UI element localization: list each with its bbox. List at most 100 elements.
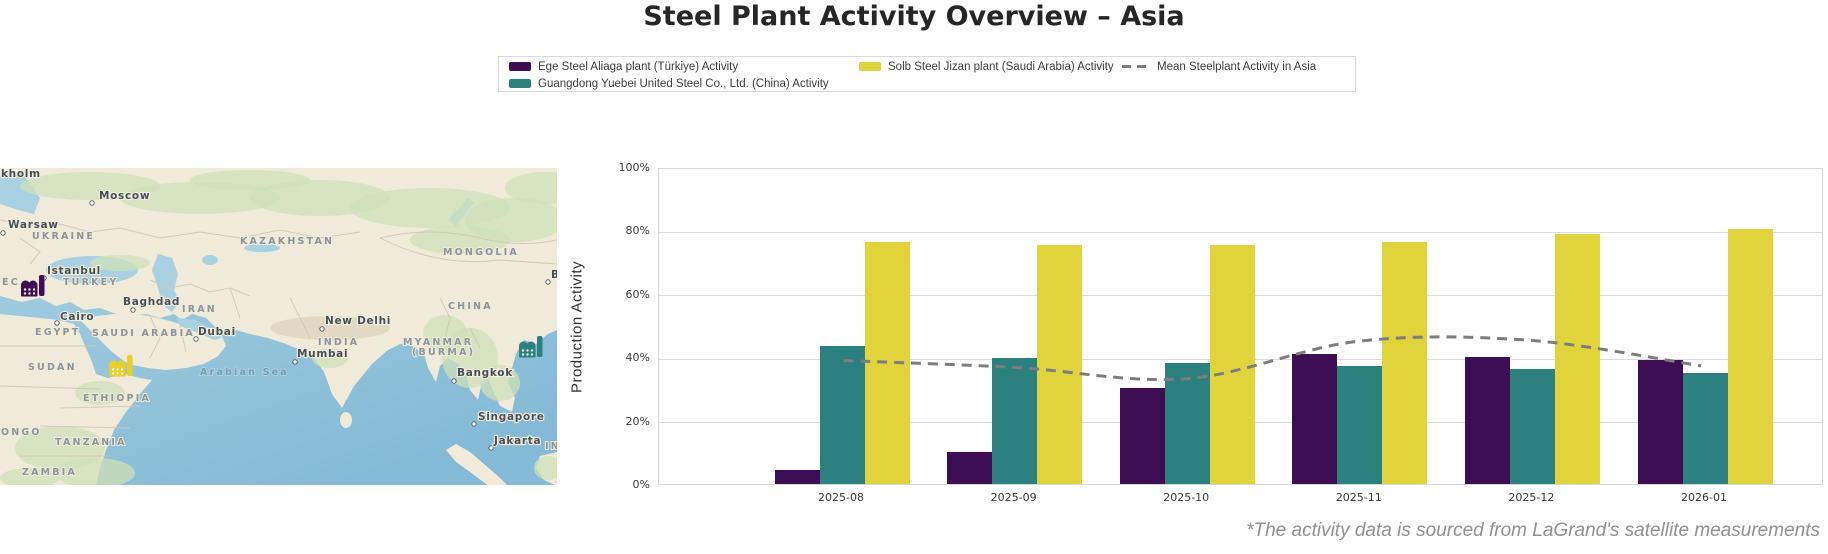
bar-solb-2025-12[interactable] — [1554, 233, 1600, 484]
map-label-new-delhi: New Delhi — [325, 315, 391, 327]
country-border — [379, 231, 557, 245]
x-tick-label: 2025-12 — [1508, 491, 1555, 504]
y-axis-title: Production Activity — [568, 260, 586, 394]
country-border — [149, 315, 161, 359]
map-label-saudi-arabia: SAUDI ARABIA — [92, 328, 195, 339]
country-border — [229, 287, 241, 319]
bar-guangdong-2025-09[interactable] — [992, 358, 1038, 484]
factory-window-icon — [23, 288, 27, 291]
plant-marker-solb-jizan[interactable] — [109, 355, 133, 377]
legend-color-swatch — [509, 62, 531, 71]
x-tick-label: 2025-10 — [1163, 491, 1210, 504]
bar-ege-2025-08[interactable] — [774, 469, 820, 484]
bar-solb-2026-01[interactable] — [1727, 228, 1773, 484]
map-label-istanbul: Istanbul — [47, 265, 101, 277]
source-footnote: *The activity data is sourced from LaGra… — [1246, 520, 1820, 541]
factory-window-icon — [530, 353, 534, 356]
city-dot — [54, 320, 60, 326]
bar-ege-2026-01[interactable] — [1637, 359, 1683, 484]
country-border — [59, 405, 141, 409]
country-border — [119, 227, 361, 239]
factory-window-icon — [530, 349, 534, 352]
plant-marker-ege-aliaga[interactable] — [21, 275, 45, 297]
himalaya-ridge — [270, 316, 390, 340]
legend-item-solb[interactable]: Solb Steel Jizan plant (Saudi Arabia) Ac… — [859, 61, 1122, 73]
map-label-baghdad: Baghdad — [123, 296, 180, 308]
vegetation-patch — [480, 365, 520, 401]
city-dot — [545, 279, 551, 285]
plot-area[interactable] — [658, 168, 1823, 485]
bar-guangdong-2025-12[interactable] — [1509, 368, 1555, 484]
caspian-sea — [152, 254, 180, 312]
map-canvas[interactable]: UKRAINE KAZAKHSTAN MONGOLIA TURKEY IRAN CHINA… — [0, 168, 557, 485]
map-label-singapore: Singapore — [478, 411, 545, 423]
map-label-ec: EC — [2, 277, 20, 288]
aral-sea — [202, 255, 218, 265]
country-border — [0, 385, 101, 390]
factory-window-icon — [120, 368, 124, 371]
vegetation-patch — [505, 172, 557, 204]
factory-window-icon — [521, 349, 525, 352]
legend-dash-marker — [1122, 65, 1150, 68]
bar-solb-2025-10[interactable] — [1209, 245, 1255, 484]
bar-solb-2025-09[interactable] — [1037, 245, 1083, 484]
bar-ege-2025-10[interactable] — [1119, 387, 1165, 484]
factory-window-icon — [526, 349, 529, 352]
factory-window-icon — [28, 292, 31, 295]
factory-window-icon — [111, 372, 115, 375]
map-label-tanzania: TANZANIA — [55, 437, 127, 448]
bar-group-2026-01 — [1637, 169, 1773, 484]
mean-activity-line[interactable] — [843, 335, 1702, 382]
y-tick-label: 0% — [632, 478, 650, 491]
bar-group-2025-12 — [1464, 169, 1600, 484]
bar-guangdong-2026-01[interactable] — [1682, 372, 1728, 484]
bar-group-2025-10 — [1119, 169, 1255, 484]
plant-marker-guangdong-yuebei[interactable] — [519, 336, 543, 358]
legend-item-mean[interactable]: Mean Steelplant Activity in Asia — [1122, 61, 1345, 73]
legend-color-swatch — [859, 62, 881, 71]
vegetation-patch — [423, 315, 467, 351]
map-label-turkey: TURKEY — [63, 277, 118, 288]
map-label-mumbai: Mumbai — [297, 348, 348, 360]
map-label-ongo: ONGO — [1, 427, 42, 438]
legend-item-label: Solb Steel Jizan plant (Saudi Arabia) Ac… — [888, 60, 1114, 73]
x-tick-label: 2026-01 — [1681, 491, 1727, 504]
factory-chimney-icon — [537, 336, 543, 357]
city-dot — [193, 336, 199, 342]
legend-item-label: Guangdong Yuebei United Steel Co., Ltd. … — [538, 77, 829, 90]
bar-solb-2025-11[interactable] — [1382, 241, 1428, 484]
city-dot — [471, 421, 477, 427]
bar-ege-2025-11[interactable] — [1292, 353, 1338, 484]
bar-guangdong-2025-11[interactable] — [1337, 365, 1383, 484]
map-label-warsaw: Warsaw — [8, 219, 59, 231]
country-border — [39, 425, 131, 429]
legend-item-guangdong[interactable]: Guangdong Yuebei United Steel Co., Ltd. … — [509, 78, 859, 90]
map-label-cairo: Cairo — [60, 311, 94, 323]
map-label--burma-: (BURMA) — [412, 347, 475, 358]
bar-guangdong-2025-10[interactable] — [1164, 363, 1210, 484]
bar-ege-2025-12[interactable] — [1464, 357, 1510, 484]
city-dot — [130, 307, 136, 313]
persian-gulf — [176, 318, 222, 340]
vegetation-patch — [0, 468, 60, 485]
factory-window-icon — [526, 353, 529, 356]
map-label-india: INDIA — [318, 337, 359, 348]
bar-guangdong-2025-08[interactable] — [819, 346, 865, 484]
factory-body-icon — [519, 346, 536, 358]
city-dot — [451, 378, 457, 384]
vegetation-patch — [190, 170, 310, 190]
map-label-egypt: EGYPT — [35, 327, 80, 338]
x-tick-label: 2025-11 — [1335, 491, 1382, 504]
vegetation-patch — [55, 458, 135, 485]
y-tick-label: 80% — [625, 224, 650, 238]
country-border — [179, 325, 187, 353]
bar-group-2025-11 — [1292, 169, 1428, 484]
map-label-sudan: SUDAN — [28, 362, 77, 373]
y-tick-label: 100% — [618, 161, 650, 174]
legend-item-ege[interactable]: Ege Steel Aliaga plant (Türkiye) Activit… — [509, 61, 859, 73]
bar-ege-2025-09[interactable] — [947, 452, 993, 484]
land-sumatra — [446, 444, 507, 485]
vegetation-patch — [90, 255, 150, 271]
asia-map[interactable]: UKRAINE KAZAKHSTAN MONGOLIA TURKEY IRAN CHINA… — [0, 168, 557, 485]
